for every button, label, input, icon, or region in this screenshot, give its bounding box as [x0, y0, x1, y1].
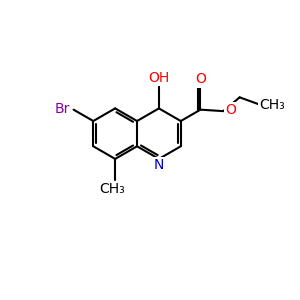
Text: CH₃: CH₃	[260, 98, 285, 112]
Text: OH: OH	[148, 70, 169, 85]
Text: Br: Br	[55, 102, 70, 116]
Text: O: O	[225, 103, 236, 117]
Text: N: N	[154, 158, 164, 172]
Text: O: O	[195, 72, 206, 86]
Text: CH₃: CH₃	[99, 182, 125, 196]
